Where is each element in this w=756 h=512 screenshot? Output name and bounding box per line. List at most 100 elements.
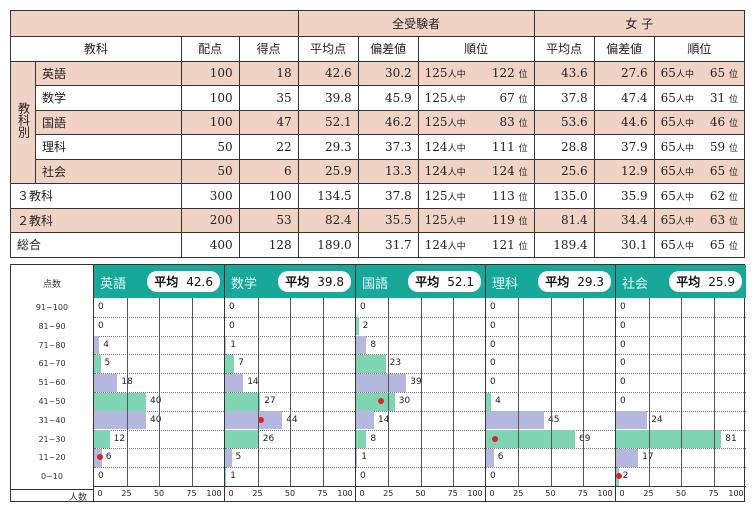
bar-value: 39: [410, 377, 422, 388]
dev-cell: 45.9: [357, 85, 419, 111]
dev-cell: 35.5: [357, 207, 419, 233]
x-axis: 0 25 50 75 100: [486, 486, 615, 501]
score-cell: 35: [238, 85, 299, 111]
bar-value: 8: [370, 433, 377, 444]
panel-3: 理科 平均 29.3 0 0 0 0 0 4 45 69 6 0 0 25 50 75 100: [485, 265, 615, 501]
bar-value: 0: [620, 302, 626, 312]
bar: [486, 411, 545, 430]
dev-cell: 37.8: [357, 183, 419, 209]
gridline: [191, 298, 193, 486]
bar: [225, 336, 227, 355]
tick-label: 25: [383, 489, 394, 498]
bar: [356, 373, 407, 392]
score-cell: 22: [238, 134, 299, 160]
tick-label: 100: [337, 489, 353, 498]
rank-cell: 125人中 83 位: [417, 109, 535, 135]
tick-label: 50: [675, 489, 687, 498]
tick-label: 100: [728, 489, 744, 498]
col-dev: 偏差値: [357, 36, 419, 62]
tick-label: 50: [545, 489, 556, 498]
student-marker: [257, 416, 264, 423]
max-cell: 100: [180, 85, 240, 111]
results-table: 全受験者 女 子 教科 配点 得点 平均点 偏差値 順位 平均点 偏差値 順位教…: [10, 10, 746, 258]
gridline: [518, 298, 520, 486]
bar-value: 0: [620, 339, 626, 350]
tick-label: 100: [206, 489, 222, 498]
f-rank-cell: 65人中 65 位: [653, 232, 746, 258]
bar: [356, 354, 386, 373]
max-cell: 400: [180, 232, 240, 258]
tick-label: 100: [597, 489, 613, 498]
tick-label: 75: [577, 489, 588, 498]
rank-cell: 125人中 122 位: [417, 60, 535, 86]
f-dev-cell: 34.4: [593, 207, 655, 233]
average-badge: 平均 42.6: [147, 271, 220, 292]
bar-value: 2: [622, 471, 629, 482]
subject-name: 国語: [35, 109, 182, 135]
f-avg-cell: 37.8: [533, 85, 595, 111]
subject-name: 数学: [35, 85, 182, 111]
f-dev-cell: 30.1: [593, 232, 655, 258]
tick-label: 25: [121, 489, 132, 498]
col-score: 得点: [238, 36, 299, 62]
bar-value: 0: [490, 358, 496, 369]
f-rank-cell: 65人中 31 位: [653, 85, 746, 111]
bar-value: 2: [362, 320, 369, 331]
col-f-avg: 平均点: [533, 36, 595, 62]
x-axis: 0 25 50 75 100: [225, 486, 355, 501]
bar-value: 8: [370, 339, 377, 350]
bar: [486, 448, 494, 467]
bar: [616, 411, 648, 430]
bar-value: 0: [490, 339, 496, 350]
bin-label: 11~20: [38, 453, 66, 463]
bar: [94, 373, 118, 392]
tick-label: 50: [153, 489, 165, 498]
bin-label: 51~60: [38, 378, 66, 388]
panel-2: 国語 平均 52.1 0 2 8 23 39 30 14 8 1 0 0 25 50 75 100: [355, 265, 485, 501]
bar-value: 6: [105, 452, 112, 463]
tick-label: 0: [228, 489, 234, 498]
avg-cell: 25.9: [297, 158, 359, 184]
rank-cell: 125人中 119 位: [417, 207, 535, 233]
bar: [225, 392, 261, 411]
bar-value: 0: [229, 320, 235, 331]
bar: [94, 336, 100, 355]
score-cell: 6: [238, 158, 299, 184]
dev-cell: 37.3: [357, 134, 419, 160]
bar-value: 7: [238, 358, 244, 369]
bar-value: 27: [264, 396, 276, 406]
f-avg-cell: 81.4: [533, 207, 595, 233]
rank-cell: 125人中 113 位: [417, 183, 535, 209]
bin-label: 71~80: [38, 340, 66, 350]
table-row: 社会 50 6 25.9 13.3 124人中 124 位 25.6 12.9 65人中 65 位: [10, 158, 746, 184]
bar-value: 4: [103, 339, 109, 350]
panel-title: 社会: [622, 277, 649, 292]
bar-value: 30: [398, 396, 411, 406]
score-distribution-chart: 点数 91~100 81~90 71~80 61~70 51~60 41~50 31~40 21…: [10, 264, 746, 503]
bar-value: 45: [548, 414, 560, 425]
axis-label: 人数: [11, 489, 93, 503]
subject-name: 英語: [35, 60, 182, 86]
score-cell: 100: [238, 183, 299, 209]
gridline: [290, 298, 291, 486]
tick-label: 25: [643, 489, 654, 498]
tick-label: 75: [447, 489, 458, 498]
bar-value: 24: [651, 414, 663, 425]
subject-name: 総合: [10, 232, 182, 258]
avg-cell: 134.5: [297, 183, 359, 209]
bin-label: 61~70: [38, 359, 66, 369]
col-f-rank: 順位: [653, 36, 746, 62]
bar-value: 40: [150, 396, 162, 406]
f-dev-cell: 27.6: [593, 60, 655, 86]
col-max: 配点: [180, 36, 240, 62]
f-avg-cell: 53.6: [533, 109, 595, 135]
bar-value: 5: [104, 358, 111, 369]
bar-value: 0: [490, 302, 496, 312]
table-row: 数学 100 35 39.8 45.9 125人中 67 位 37.8 47.4 65人中 31 位: [11, 85, 746, 111]
bar-value: 14: [247, 377, 259, 388]
bar: [486, 430, 575, 449]
f-dev-cell: 47.4: [593, 85, 655, 111]
avg-cell: 29.3: [297, 134, 359, 160]
gridline: [322, 298, 324, 486]
bar: [356, 411, 375, 430]
